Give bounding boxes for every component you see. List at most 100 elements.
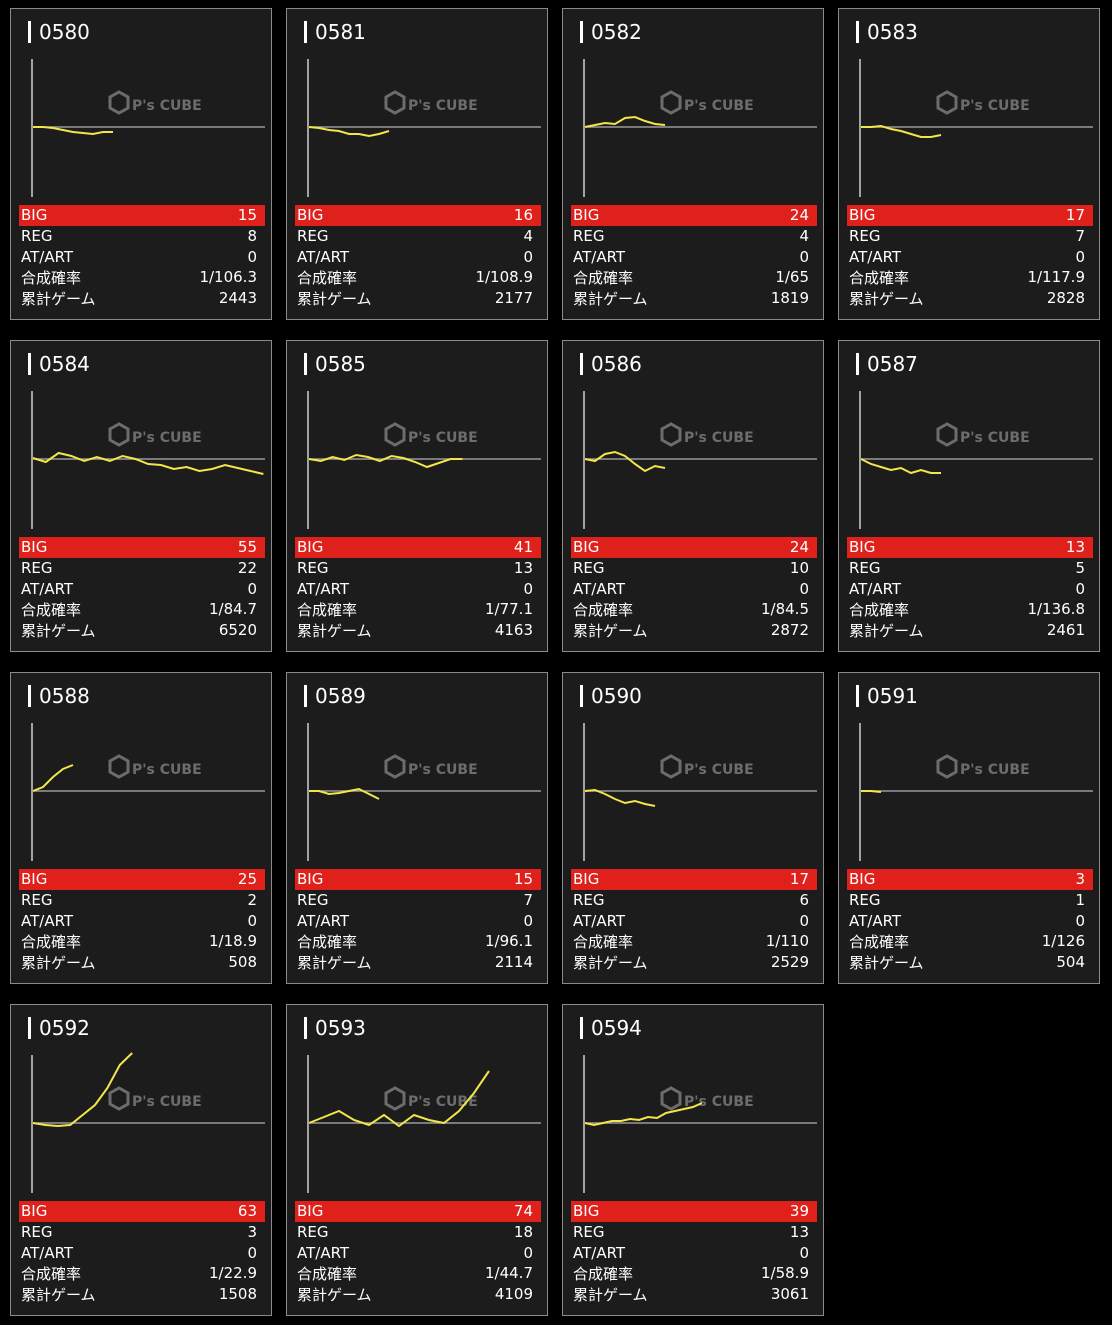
- machine-card-0592[interactable]: 0592 P's CUBE BIG 63 REG 3 AT/ART 0 合成確率…: [10, 1004, 272, 1316]
- reg-row: REG 22: [19, 558, 265, 579]
- reg-label: REG: [849, 559, 881, 578]
- combined-row: 合成確率 1/110: [571, 931, 817, 952]
- stats-table: BIG 15 REG 8 AT/ART 0 合成確率 1/106.3 累計ゲーム…: [19, 205, 265, 308]
- machine-card-0583[interactable]: 0583 P's CUBE BIG 17 REG 7 AT/ART 0 合成確率…: [838, 8, 1100, 320]
- watermark-logo: P's CUBE: [108, 90, 202, 115]
- header-marker: [28, 1017, 31, 1039]
- at-art-row: AT/ART 0: [571, 246, 817, 267]
- header-marker: [304, 1017, 307, 1039]
- machine-card-0587[interactable]: 0587 P's CUBE BIG 13 REG 5 AT/ART 0 合成確率…: [838, 340, 1100, 652]
- machine-number: 0583: [867, 20, 918, 44]
- stats-table: BIG 25 REG 2 AT/ART 0 合成確率 1/18.9 累計ゲーム …: [19, 869, 265, 972]
- combined-row: 合成確率 1/84.5: [571, 599, 817, 620]
- machine-header: 0593: [304, 1017, 366, 1039]
- machine-number: 0591: [867, 684, 918, 708]
- payout-graph: P's CUBE: [307, 391, 541, 529]
- big-count: 3: [1075, 870, 1085, 889]
- watermark-logo: P's CUBE: [384, 90, 478, 115]
- reg-row: REG 7: [847, 226, 1093, 247]
- reg-label: REG: [21, 227, 53, 246]
- machine-card-0593[interactable]: 0593 P's CUBE BIG 74 REG 18 AT/ART 0 合成確…: [286, 1004, 548, 1316]
- machine-number: 0581: [315, 20, 366, 44]
- reg-row: REG 13: [295, 558, 541, 579]
- big-label: BIG: [849, 870, 876, 889]
- total-games-count: 504: [1056, 953, 1085, 972]
- stats-table: BIG 39 REG 13 AT/ART 0 合成確率 1/58.9 累計ゲーム…: [571, 1201, 817, 1304]
- total-games-count: 4109: [494, 1285, 533, 1304]
- watermark-logo: P's CUBE: [660, 422, 754, 447]
- svg-text:P's CUBE: P's CUBE: [684, 98, 754, 114]
- payout-graph: P's CUBE: [583, 1055, 817, 1193]
- total-games-count: 1819: [770, 289, 809, 308]
- reg-count: 18: [513, 1223, 533, 1242]
- machine-header: 0591: [856, 685, 918, 707]
- total-games-row: 累計ゲーム 4163: [295, 620, 541, 641]
- combined-label: 合成確率: [849, 600, 910, 619]
- svg-text:P's CUBE: P's CUBE: [408, 430, 478, 446]
- header-marker: [580, 685, 583, 707]
- payout-line: [584, 115, 666, 128]
- at-art-count: 0: [1075, 247, 1085, 266]
- total-games-count: 3061: [770, 1285, 809, 1304]
- reg-row: REG 13: [571, 1222, 817, 1243]
- combined-label: 合成確率: [297, 1264, 358, 1283]
- reg-label: REG: [573, 559, 605, 578]
- machine-header: 0594: [580, 1017, 642, 1039]
- machine-card-0589[interactable]: 0589 P's CUBE BIG 15 REG 7 AT/ART 0 合成確率…: [286, 672, 548, 984]
- combined-label: 合成確率: [297, 600, 358, 619]
- total-games-count: 2828: [1046, 289, 1085, 308]
- total-games-label: 累計ゲーム: [297, 1285, 372, 1304]
- at-art-count: 0: [1075, 911, 1085, 930]
- combined-row: 合成確率 1/77.1: [295, 599, 541, 620]
- combined-row: 合成確率 1/84.7: [19, 599, 265, 620]
- at-art-row: AT/ART 0: [19, 246, 265, 267]
- machine-card-0582[interactable]: 0582 P's CUBE BIG 24 REG 4 AT/ART 0 合成確率…: [562, 8, 824, 320]
- reg-row: REG 2: [19, 890, 265, 911]
- total-games-label: 累計ゲーム: [21, 1285, 96, 1304]
- combined-probability: 1/108.9: [475, 268, 533, 287]
- total-games-label: 累計ゲーム: [21, 953, 96, 972]
- total-games-row: 累計ゲーム 1508: [19, 1284, 265, 1305]
- header-marker: [856, 685, 859, 707]
- payout-graph: P's CUBE: [859, 59, 1093, 197]
- reg-row: REG 8: [19, 226, 265, 247]
- stats-table: BIG 24 REG 4 AT/ART 0 合成確率 1/65 累計ゲーム 18…: [571, 205, 817, 308]
- at-art-row: AT/ART 0: [571, 578, 817, 599]
- header-marker: [856, 353, 859, 375]
- payout-line: [584, 788, 656, 807]
- machine-card-0585[interactable]: 0585 P's CUBE BIG 41 REG 13 AT/ART 0 合成確…: [286, 340, 548, 652]
- machine-card-0588[interactable]: 0588 P's CUBE BIG 25 REG 2 AT/ART 0 合成確率…: [10, 672, 272, 984]
- stats-table: BIG 15 REG 7 AT/ART 0 合成確率 1/96.1 累計ゲーム …: [295, 869, 541, 972]
- combined-label: 合成確率: [573, 932, 634, 951]
- machine-card-0581[interactable]: 0581 P's CUBE BIG 16 REG 4 AT/ART 0 合成確率…: [286, 8, 548, 320]
- big-count: 63: [237, 1202, 257, 1221]
- machine-card-0584[interactable]: 0584 P's CUBE BIG 55 REG 22 AT/ART 0 合成確…: [10, 340, 272, 652]
- total-games-label: 累計ゲーム: [573, 621, 648, 640]
- payout-line: [309, 787, 380, 800]
- header-marker: [304, 21, 307, 43]
- payout-graph: P's CUBE: [583, 59, 817, 197]
- combined-row: 合成確率 1/18.9: [19, 931, 265, 952]
- header-marker: [28, 21, 31, 43]
- combined-label: 合成確率: [21, 1264, 82, 1283]
- at-art-label: AT/ART: [849, 579, 902, 598]
- machine-number: 0587: [867, 352, 918, 376]
- machine-card-0590[interactable]: 0590 P's CUBE BIG 17 REG 6 AT/ART 0 合成確率…: [562, 672, 824, 984]
- big-count: 25: [237, 870, 257, 889]
- combined-probability: 1/96.1: [485, 932, 533, 951]
- machine-header: 0588: [28, 685, 90, 707]
- reg-count: 1: [1075, 891, 1085, 910]
- reg-count: 3: [247, 1223, 257, 1242]
- total-games-count: 2443: [218, 289, 257, 308]
- combined-probability: 1/136.8: [1027, 600, 1085, 619]
- big-label: BIG: [21, 538, 48, 557]
- watermark-logo: P's CUBE: [108, 422, 202, 447]
- machine-card-0586[interactable]: 0586 P's CUBE BIG 24 REG 10 AT/ART 0 合成確…: [562, 340, 824, 652]
- machine-card-0591[interactable]: 0591 P's CUBE BIG 3 REG 1 AT/ART 0 合成確率 …: [838, 672, 1100, 984]
- machine-card-0594[interactable]: 0594 P's CUBE BIG 39 REG 13 AT/ART 0 合成確…: [562, 1004, 824, 1316]
- machine-card-0580[interactable]: 0580 P's CUBE BIG 15 REG 8 AT/ART 0 合成確率…: [10, 8, 272, 320]
- payout-line: [33, 126, 113, 136]
- at-art-row: AT/ART 0: [295, 578, 541, 599]
- reg-count: 13: [789, 1223, 809, 1242]
- big-row: BIG 15: [19, 205, 265, 226]
